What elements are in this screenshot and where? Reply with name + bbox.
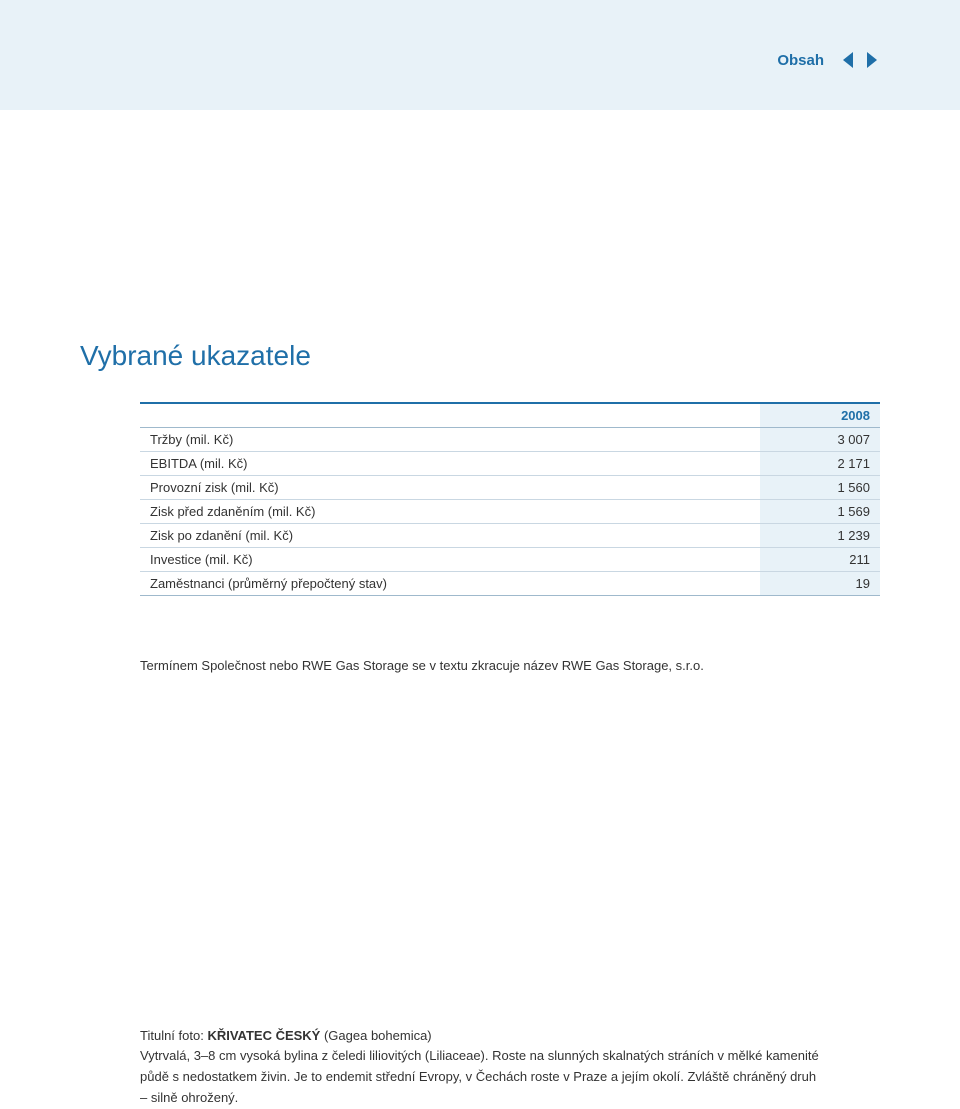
row-value: 211 <box>760 548 880 572</box>
table-header-blank <box>140 403 760 428</box>
table-row: Zisk před zdaněním (mil. Kč)1 569 <box>140 500 880 524</box>
top-bar: Obsah <box>0 0 960 110</box>
prev-page-button[interactable] <box>840 50 856 70</box>
table-row: Tržby (mil. Kč)3 007 <box>140 428 880 452</box>
row-value: 19 <box>760 572 880 596</box>
row-label: Zisk před zdaněním (mil. Kč) <box>140 500 760 524</box>
table-row: Zaměstnanci (průměrný přepočtený stav)19 <box>140 572 880 596</box>
table-row: Provozní zisk (mil. Kč)1 560 <box>140 476 880 500</box>
row-label: Investice (mil. Kč) <box>140 548 760 572</box>
footnote-lead: Titulní foto: <box>140 1028 207 1043</box>
table-header-year: 2008 <box>760 403 880 428</box>
table-row: Investice (mil. Kč)211 <box>140 548 880 572</box>
table-row: Zisk po zdanění (mil. Kč)1 239 <box>140 524 880 548</box>
cover-photo-footnote: Titulní foto: KŘIVATEC ČESKÝ (Gagea bohe… <box>140 1026 820 1109</box>
row-value: 1 560 <box>760 476 880 500</box>
page-content: Vybrané ukazatele 2008 Tržby (mil. Kč)3 … <box>0 340 960 1109</box>
page-arrows <box>840 50 880 70</box>
table-row: EBITDA (mil. Kč)2 171 <box>140 452 880 476</box>
indicators-table: 2008 Tržby (mil. Kč)3 007EBITDA (mil. Kč… <box>140 402 880 596</box>
triangle-right-icon <box>865 51 879 69</box>
next-page-button[interactable] <box>864 50 880 70</box>
triangle-left-icon <box>841 51 855 69</box>
header-nav: Obsah <box>777 50 880 70</box>
row-label: Zaměstnanci (průměrný přepočtený stav) <box>140 572 760 596</box>
row-label: Tržby (mil. Kč) <box>140 428 760 452</box>
row-value: 1 569 <box>760 500 880 524</box>
row-label: Zisk po zdanění (mil. Kč) <box>140 524 760 548</box>
footnote-body: Vytrvalá, 3–8 cm vysoká bylina z čeledi … <box>140 1048 819 1105</box>
footnote-latin: (Gagea bohemica) <box>320 1028 431 1043</box>
row-value: 2 171 <box>760 452 880 476</box>
abbreviation-note: Termínem Společnost nebo RWE Gas Storage… <box>140 656 880 676</box>
contents-link[interactable]: Obsah <box>777 52 824 69</box>
footnote-species-name: KŘIVATEC ČESKÝ <box>207 1028 320 1043</box>
row-label: Provozní zisk (mil. Kč) <box>140 476 760 500</box>
row-value: 1 239 <box>760 524 880 548</box>
page-title: Vybrané ukazatele <box>80 340 880 372</box>
row-value: 3 007 <box>760 428 880 452</box>
indicators-table-wrap: 2008 Tržby (mil. Kč)3 007EBITDA (mil. Kč… <box>140 402 880 596</box>
row-label: EBITDA (mil. Kč) <box>140 452 760 476</box>
